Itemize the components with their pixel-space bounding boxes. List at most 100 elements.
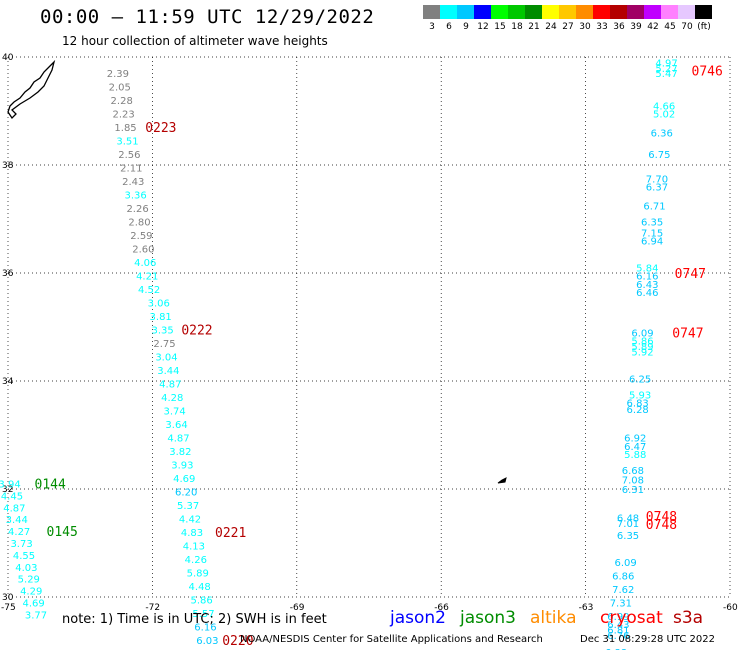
wave-height-value: 2.80 bbox=[128, 218, 150, 229]
color-swatch bbox=[627, 5, 644, 19]
longitude-label: -72 bbox=[145, 603, 160, 613]
wave-height-value: 4.55 bbox=[13, 551, 35, 562]
wave-height-value: 4.87 bbox=[3, 503, 25, 514]
color-swatch bbox=[678, 5, 695, 19]
color-scale-tick: 36 bbox=[613, 22, 625, 32]
wave-height-value: 3.74 bbox=[164, 407, 186, 418]
wave-height-value: 4.29 bbox=[20, 587, 42, 598]
wave-height-value: 4.87 bbox=[159, 380, 181, 391]
wave-height-value: 4.26 bbox=[185, 555, 207, 566]
latitude-label: 36 bbox=[2, 269, 14, 279]
color-swatch bbox=[508, 5, 525, 19]
wave-height-value: 5.57 bbox=[192, 609, 214, 620]
wave-height-value: 6.31 bbox=[622, 485, 644, 496]
color-scale-tick: 3 bbox=[429, 22, 435, 32]
color-scale-tick: 24 bbox=[545, 22, 557, 32]
wave-height-value: 4.48 bbox=[189, 582, 211, 593]
wave-height-value: 6.83 bbox=[627, 399, 649, 410]
wave-height-value: 4.69 bbox=[22, 598, 44, 609]
latitude-label: 32 bbox=[2, 485, 13, 495]
wave-height-value: 2.43 bbox=[122, 177, 144, 188]
wave-height-value: 6.86 bbox=[612, 571, 634, 582]
pass-time-label: 0144 bbox=[35, 478, 66, 493]
wave-height-value: 5.89 bbox=[187, 569, 209, 580]
wave-height-value: 5.47 bbox=[655, 69, 677, 80]
wave-height-value: 3.94 bbox=[0, 480, 21, 491]
wave-height-value: 6.16 bbox=[636, 272, 658, 283]
pass-time-label: 0746 bbox=[692, 65, 723, 80]
wave-height-value: 6.81 bbox=[607, 625, 629, 636]
wave-height-value: 3.06 bbox=[148, 299, 170, 310]
wave-height-value: 3.35 bbox=[151, 326, 173, 337]
wave-height-value: 6.28 bbox=[627, 405, 649, 416]
wave-height-value: 4.66 bbox=[653, 102, 675, 113]
wave-height-value: 6.37 bbox=[646, 183, 668, 194]
map-title: 00:00 – 11:59 UTC 12/29/2022 bbox=[40, 6, 375, 28]
color-scale-tick: 45 bbox=[664, 22, 676, 32]
wave-height-value: 7.31 bbox=[610, 598, 632, 609]
wave-height-value: 5.89 bbox=[631, 342, 653, 353]
color-swatch bbox=[593, 5, 610, 19]
wave-height-value: 2.23 bbox=[112, 110, 134, 121]
pass-time-label: 0220 bbox=[222, 634, 253, 649]
color-swatch bbox=[474, 5, 491, 19]
wave-height-value: 4.45 bbox=[1, 491, 23, 502]
legend-jason2: jason2 bbox=[390, 608, 446, 628]
wave-height-value: 4.28 bbox=[161, 393, 183, 404]
pass-time-label: 0748 bbox=[646, 518, 677, 533]
wave-height-value: 6.25 bbox=[629, 374, 651, 385]
latitude-label: 38 bbox=[2, 161, 14, 171]
wave-height-value: 6.88 bbox=[605, 648, 627, 650]
wave-height-value: 6.71 bbox=[643, 202, 665, 213]
latitude-label: 34 bbox=[2, 377, 14, 387]
wave-height-value: 6.75 bbox=[648, 150, 670, 161]
wave-height-value: 4.52 bbox=[138, 285, 160, 296]
wave-height-value: 6.16 bbox=[194, 623, 216, 634]
wave-height-value: 4.06 bbox=[134, 258, 156, 269]
color-scale-tick: 6 bbox=[446, 22, 452, 32]
longitude-label: -69 bbox=[290, 603, 305, 613]
latitude-label: 40 bbox=[2, 53, 14, 63]
wave-height-value: 3.44 bbox=[6, 515, 28, 526]
wave-height-value: 3.44 bbox=[157, 366, 179, 377]
wave-height-value: 4.03 bbox=[15, 563, 37, 574]
wave-height-value: 2.39 bbox=[107, 69, 129, 80]
wave-height-value: 6.09 bbox=[615, 558, 637, 569]
wave-height-value: 3.93 bbox=[171, 461, 193, 472]
footer-date: Dec 31 08:29:28 UTC 2022 bbox=[580, 634, 715, 645]
color-swatch bbox=[457, 5, 474, 19]
color-scale-tick: 42 bbox=[647, 22, 659, 32]
color-scale-tick: 12 bbox=[477, 22, 489, 32]
wave-height-value: 6.09 bbox=[631, 328, 653, 339]
wave-height-value: 2.56 bbox=[118, 150, 140, 161]
map-subtitle: 12 hour collection of altimeter wave hei… bbox=[62, 34, 328, 48]
longitude-label: -63 bbox=[579, 603, 594, 613]
wave-height-value: 5.92 bbox=[631, 347, 653, 358]
wave-height-value: 3.73 bbox=[10, 539, 32, 550]
wave-height-value: 5.27 bbox=[655, 64, 677, 75]
wave-height-value: 2.28 bbox=[111, 96, 133, 107]
pass-time-label: 0221 bbox=[215, 526, 246, 541]
pass-time-label: 0145 bbox=[47, 525, 78, 540]
color-swatch bbox=[661, 5, 678, 19]
wave-height-value: 5.86 bbox=[631, 337, 653, 348]
footer-credit: NOAA/NESDIS Center for Satellite Applica… bbox=[240, 634, 543, 645]
pass-time-label: 0223 bbox=[145, 121, 176, 136]
wave-height-value: 5.02 bbox=[653, 110, 675, 121]
wave-height-value: 6.35 bbox=[617, 531, 639, 542]
wave-height-value: 6.43 bbox=[636, 280, 658, 291]
coastline bbox=[7, 59, 507, 484]
legend-altika: altika bbox=[530, 608, 577, 628]
wave-height-value: 5.88 bbox=[624, 450, 646, 461]
color-scale-tick: 21 bbox=[528, 22, 540, 32]
pass-time-label: 0747 bbox=[672, 326, 703, 341]
legend-jason3: jason3 bbox=[460, 608, 516, 628]
color-scale-tick: 39 bbox=[630, 22, 642, 32]
color-scale-tick: 18 bbox=[511, 22, 523, 32]
longitude-label: -75 bbox=[1, 603, 16, 613]
wave-height-value: 6.47 bbox=[624, 442, 646, 453]
wave-height-value: 6.20 bbox=[175, 488, 197, 499]
wave-height-value: 6.68 bbox=[622, 466, 644, 477]
wave-height-value: 5.93 bbox=[629, 391, 651, 402]
wave-height-value: 2.60 bbox=[132, 245, 154, 256]
